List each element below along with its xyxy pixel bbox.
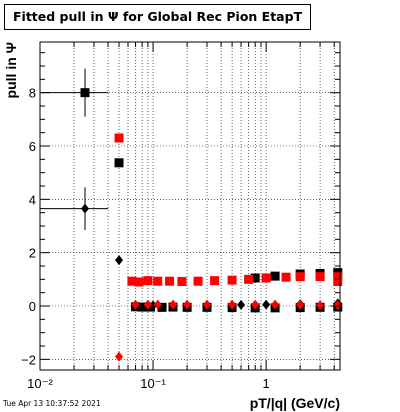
square-marker (261, 273, 271, 283)
y-tick-label: 4 (29, 192, 36, 207)
diamond-marker (271, 299, 280, 310)
square-marker (153, 276, 163, 286)
x-tick-label: 1 (263, 376, 270, 391)
x-tick-label: 10⁻² (27, 376, 53, 391)
y-tick-label: 2 (29, 246, 36, 261)
square-marker (250, 273, 260, 283)
diamond-marker (168, 299, 177, 310)
timestamp: Tue Apr 13 10:37:52 2021 (3, 399, 101, 408)
chart-title: Fitted pull in Ψ for Global Rec Pion Eta… (4, 4, 312, 30)
square-marker (244, 274, 254, 284)
square-marker (177, 276, 187, 286)
square-marker (315, 272, 325, 282)
y-tick-label: 8 (29, 86, 36, 101)
diamond-marker (80, 203, 89, 214)
diamond-marker (203, 299, 212, 310)
diamond-marker (296, 299, 305, 310)
square-marker (137, 302, 147, 312)
square-marker (157, 302, 167, 312)
y-tick-label: 0 (29, 299, 36, 314)
x-tick-label: 10⁻¹ (140, 376, 166, 391)
square-marker (333, 272, 343, 282)
y-axis-label: pull in Ψ (3, 42, 19, 98)
square-marker (80, 88, 90, 98)
y-tick-label: −2 (21, 352, 36, 367)
square-marker (127, 276, 137, 286)
square-marker (281, 272, 291, 282)
data-markers (40, 68, 343, 362)
y-tick-label: 6 (29, 139, 36, 154)
diamond-marker (143, 299, 152, 310)
square-marker (227, 275, 237, 285)
diamond-marker (115, 351, 124, 362)
diamond-marker (149, 300, 158, 311)
plot-frame (39, 41, 341, 371)
diamond-marker (316, 300, 325, 311)
axis-ticks (39, 42, 340, 370)
diamond-marker (262, 299, 271, 310)
square-marker (295, 272, 305, 282)
diamond-marker (251, 299, 260, 310)
diamond-marker (131, 299, 140, 310)
square-marker (165, 276, 175, 286)
square-marker (333, 276, 343, 286)
square-marker (134, 277, 144, 287)
diamond-marker (237, 299, 246, 310)
square-marker (143, 276, 153, 286)
square-marker (270, 271, 280, 281)
diamond-marker (115, 255, 124, 266)
grid-lines (39, 42, 340, 370)
square-marker (210, 276, 220, 286)
diamond-marker (183, 299, 192, 310)
square-marker (114, 158, 124, 168)
square-marker (193, 276, 203, 286)
x-axis-label: pT/|q| (GeV/c) (250, 395, 340, 411)
square-marker (114, 133, 124, 143)
diamond-marker (228, 299, 237, 310)
diamond-marker (153, 299, 162, 310)
tick-labels: 10⁻² 10⁻¹ 1 −2 0 2 4 6 8 (21, 86, 270, 391)
